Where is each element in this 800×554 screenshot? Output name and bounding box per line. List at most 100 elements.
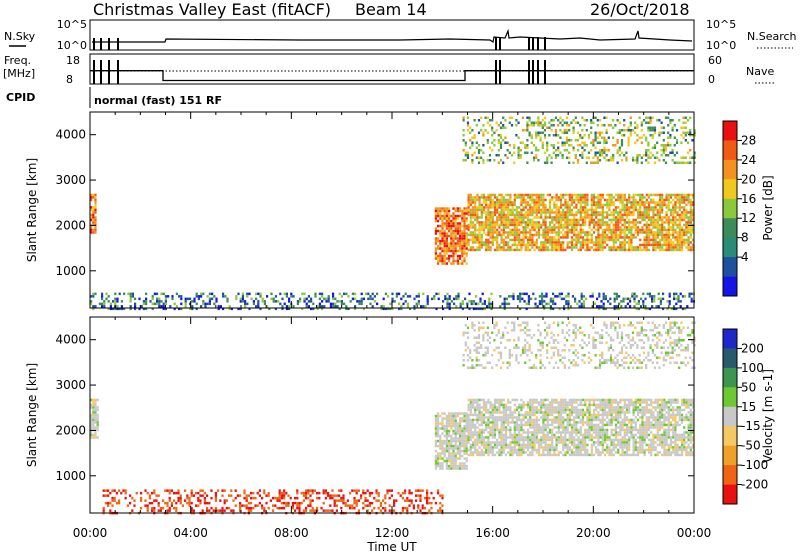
heatmap-cell bbox=[377, 499, 380, 502]
heatmap-cell bbox=[92, 413, 95, 417]
heatmap-cell bbox=[564, 213, 567, 217]
heatmap-cell bbox=[493, 248, 497, 252]
heatmap-cell bbox=[640, 305, 643, 308]
heatmap-cell bbox=[506, 156, 509, 159]
heatmap-cell bbox=[650, 206, 653, 209]
heatmap-cell bbox=[513, 213, 516, 217]
heatmap-cell bbox=[454, 414, 457, 418]
heatmap-cell bbox=[90, 206, 93, 209]
heatmap-cell bbox=[546, 208, 549, 212]
heatmap-cell bbox=[673, 307, 676, 311]
heatmap-cell bbox=[517, 149, 520, 152]
heatmap-cell bbox=[568, 151, 571, 154]
heatmap-cell bbox=[281, 307, 284, 311]
heatmap-cell bbox=[592, 161, 595, 164]
heatmap-cell bbox=[186, 494, 189, 497]
heatmap-region bbox=[462, 116, 696, 164]
heatmap-cell bbox=[649, 121, 652, 124]
heatmap-cell bbox=[685, 196, 688, 199]
heatmap-cell bbox=[413, 297, 416, 301]
heatmap-cell bbox=[596, 141, 599, 144]
heatmap-cell bbox=[619, 216, 622, 219]
heatmap-cell bbox=[599, 203, 602, 207]
heatmap-cell bbox=[388, 504, 391, 507]
heatmap-cell bbox=[672, 241, 675, 244]
heatmap-cell bbox=[507, 446, 510, 449]
heatmap-cell bbox=[259, 295, 262, 298]
heatmap-cell bbox=[602, 297, 605, 301]
heatmap-cell bbox=[518, 436, 521, 439]
heatmap-cell bbox=[450, 249, 453, 253]
heatmap-cell bbox=[658, 243, 662, 247]
heatmap-cell bbox=[634, 221, 637, 224]
heatmap-cell bbox=[349, 491, 352, 495]
heatmap-cell bbox=[452, 234, 455, 238]
heatmap-cell bbox=[621, 213, 624, 217]
heatmap-cell bbox=[685, 208, 688, 212]
heatmap-cell bbox=[164, 295, 167, 298]
freq-tick-top: 18 bbox=[66, 54, 80, 67]
heatmap-cell bbox=[526, 436, 530, 439]
heatmap-cell bbox=[471, 398, 475, 402]
heatmap-cell bbox=[485, 408, 488, 412]
heatmap-cell bbox=[667, 228, 670, 232]
heatmap-cell bbox=[349, 506, 352, 510]
heatmap-cell bbox=[661, 236, 664, 239]
heatmap-cell bbox=[90, 300, 93, 303]
heatmap-cell bbox=[272, 496, 275, 500]
heatmap-cell bbox=[419, 499, 422, 502]
heatmap-cell bbox=[546, 228, 549, 232]
heatmap-cell bbox=[658, 223, 662, 227]
heatmap-cell bbox=[120, 305, 123, 308]
heatmap-cell bbox=[504, 436, 508, 439]
heatmap-cell bbox=[335, 494, 338, 497]
heatmap-cell bbox=[120, 307, 123, 311]
heatmap-cell bbox=[180, 295, 183, 298]
heatmap-cell bbox=[628, 193, 631, 197]
heatmap-cell bbox=[274, 295, 277, 298]
heatmap-cell bbox=[524, 193, 527, 197]
heatmap-cell bbox=[437, 262, 440, 265]
heatmap-cell bbox=[645, 206, 648, 209]
heatmap-cell bbox=[502, 241, 505, 244]
heatmap-cell bbox=[272, 297, 275, 301]
heatmap-cell bbox=[515, 441, 519, 444]
heatmap-cell bbox=[465, 444, 468, 448]
heatmap-cell bbox=[531, 213, 534, 217]
heatmap-cell bbox=[461, 454, 464, 458]
heatmap-cell bbox=[338, 307, 341, 311]
heatmap-cell bbox=[526, 193, 530, 197]
heatmap-cell bbox=[555, 233, 558, 237]
heatmap-cell bbox=[445, 249, 448, 253]
heatmap-cell bbox=[531, 403, 534, 407]
heatmap-cell bbox=[565, 129, 569, 132]
heatmap-cell bbox=[526, 423, 530, 427]
heatmap-cell bbox=[504, 441, 508, 444]
heatmap-cell bbox=[647, 206, 651, 209]
heatmap-cell bbox=[613, 307, 616, 311]
heatmap-cell bbox=[627, 126, 630, 129]
heatmap-cell bbox=[480, 156, 483, 159]
heatmap-cell bbox=[454, 219, 457, 223]
heatmap-cell bbox=[463, 257, 466, 260]
heatmap-cell bbox=[502, 218, 505, 222]
heatmap-cell bbox=[689, 129, 692, 132]
heatmap-cell bbox=[555, 218, 558, 222]
heatmap-cell bbox=[690, 300, 693, 303]
heatmap-cell bbox=[491, 201, 494, 204]
heatmap-cell bbox=[486, 116, 489, 119]
heatmap-cell bbox=[466, 121, 470, 124]
heatmap-cell bbox=[373, 295, 376, 298]
heatmap-cell bbox=[245, 506, 248, 510]
heatmap-cell bbox=[437, 414, 440, 418]
heatmap-cell bbox=[148, 494, 151, 497]
heatmap-cell bbox=[524, 221, 527, 224]
heatmap-cell bbox=[507, 193, 510, 197]
heatmap-cell bbox=[454, 459, 457, 463]
heatmap-cell bbox=[480, 443, 483, 447]
heatmap-cell bbox=[634, 223, 637, 227]
heatmap-cell bbox=[598, 305, 601, 308]
heatmap-cell bbox=[448, 302, 451, 306]
heatmap-cell bbox=[614, 144, 617, 147]
heatmap-cell bbox=[575, 196, 578, 199]
